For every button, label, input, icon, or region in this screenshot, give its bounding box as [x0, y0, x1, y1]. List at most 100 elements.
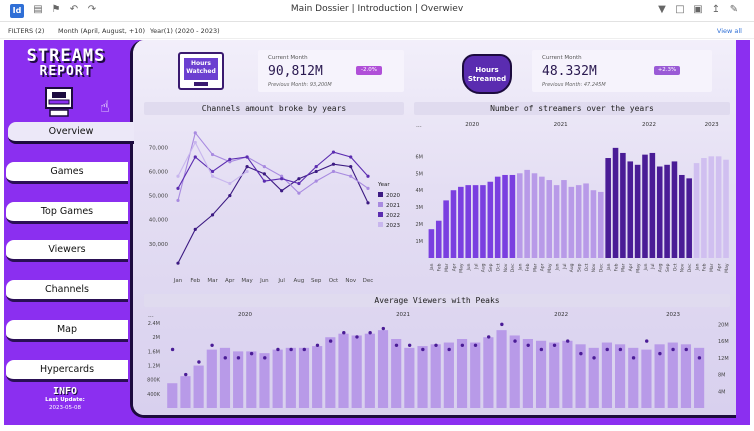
data-point [331, 162, 336, 166]
y2-tick-label: 4M [718, 389, 726, 395]
nav-viewers[interactable]: Viewers [6, 240, 128, 262]
x-tick-label: Apr [628, 263, 634, 271]
undo-icon[interactable]: ↶ [69, 4, 79, 15]
x-tick-label: Nov [345, 278, 356, 284]
year-label-2020: 2020 [465, 122, 479, 128]
avg-bar [285, 347, 296, 408]
data-point [210, 169, 215, 174]
view-all-link[interactable]: View all [716, 27, 742, 35]
bar [693, 163, 700, 258]
nav-channels[interactable]: Channels [6, 280, 128, 302]
viewers-chart-title: Average Viewers with Peaks [144, 294, 730, 307]
chapter-name[interactable]: Introduction [357, 4, 413, 14]
data-point [314, 169, 318, 174]
hours-watched-label: Hours Watched [184, 58, 218, 80]
edit-icon[interactable]: ✎ [729, 4, 739, 15]
y-tick-label: 3M [416, 205, 424, 211]
peak-point [486, 335, 491, 339]
data-point [349, 155, 353, 159]
avg-bar [601, 342, 613, 408]
nav-hypercards[interactable]: Hypercards [6, 360, 128, 382]
more-options-icon: ... [416, 122, 422, 129]
comment-icon[interactable]: □ [675, 4, 685, 15]
year-label-2022: 2022 [554, 312, 568, 318]
brand-line-1: STREAMS [26, 46, 106, 66]
dossier-name[interactable]: Main Dossier [290, 4, 349, 14]
nav-games[interactable]: Games [6, 162, 128, 184]
bar [568, 186, 575, 258]
data-point [280, 174, 284, 178]
peak-point [618, 347, 623, 352]
avg-bar [417, 346, 428, 408]
legend-entry-2020: 2020 [386, 193, 400, 199]
y2-tick-label: 12M [718, 356, 729, 362]
hours-watched-icon: Hours Watched [178, 52, 224, 90]
bookmark-icon[interactable]: ⚑ [51, 4, 61, 15]
x-tick-label: Jun [259, 278, 269, 284]
bar [472, 185, 479, 258]
nav-top-games[interactable]: Top Games [6, 202, 128, 224]
avg-bar [456, 339, 468, 408]
avg-bar [496, 330, 507, 408]
avg-bar [443, 342, 454, 408]
bar [531, 173, 538, 258]
table-of-contents-icon[interactable]: ▤ [33, 4, 43, 15]
x-tick-label: Mar [207, 278, 218, 284]
data-point [176, 261, 180, 265]
kpi-previous: Previous Month: 93,200M [268, 82, 332, 88]
peak-point [407, 343, 412, 347]
peak-point [263, 356, 267, 360]
bar [671, 161, 678, 258]
x-tick-label: Sep [311, 278, 322, 284]
bar [656, 166, 663, 258]
avg-bar [391, 339, 402, 408]
bar [679, 174, 685, 258]
bar [708, 156, 715, 258]
data-point [228, 181, 232, 186]
x-tick-label: Nov [591, 263, 597, 272]
avg-bar [667, 342, 678, 408]
logo-icon[interactable]: Id [10, 4, 24, 18]
avg-bar [312, 346, 323, 408]
peak-point [500, 322, 504, 327]
filter-month[interactable]: Month (April, August, +10) [58, 27, 146, 35]
filter-bar: FILTERS (2) Month (April, August, +10) Y… [0, 22, 754, 39]
data-point [314, 179, 318, 183]
data-point [193, 140, 197, 145]
y-tick-label: 4M [416, 188, 424, 194]
peak-point [539, 347, 544, 352]
peak-point [684, 347, 688, 352]
filters-count[interactable]: FILTERS (2) [8, 27, 45, 35]
x-tick-label: Jun [643, 263, 649, 271]
share-icon[interactable]: ↥ [711, 4, 721, 15]
data-point [228, 157, 232, 161]
x-tick-label: Mar [444, 263, 450, 272]
channels-line-chart[interactable]: 70,000 60,000 50,000 40,000 30,000 Jan Feb Mar A… [140, 118, 410, 290]
bar [494, 176, 501, 258]
peak-point [592, 356, 596, 360]
legend-swatch [378, 212, 383, 217]
nav-overview[interactable]: Overview [8, 122, 134, 144]
avg-bar [272, 349, 283, 408]
page-name[interactable]: Overwiev [420, 4, 464, 14]
avg-bar [219, 347, 231, 408]
filter-icon[interactable]: ▼ [658, 4, 666, 15]
redo-icon[interactable]: ↷ [87, 4, 97, 15]
avg-bar [575, 344, 586, 408]
filter-year[interactable]: Year(1) (2020 - 2023) [150, 27, 220, 35]
data-point [210, 152, 215, 157]
data-point [262, 165, 266, 169]
y-tick-label: 60,000 [149, 169, 169, 175]
nav-map[interactable]: Map [6, 320, 128, 342]
x-tick-label: Sep [577, 263, 583, 272]
avg-bar [509, 335, 520, 408]
peak-point [368, 331, 372, 335]
data-point [280, 189, 284, 193]
present-icon[interactable]: ▣ [693, 4, 703, 15]
viewers-bar-chart[interactable]: ... 2.4M 2M 1.6M 1.2M 800K 400K 20M 16M 12M 8M 4M 20… [140, 308, 734, 412]
y2-tick-label: 8M [718, 373, 726, 379]
data-point [210, 174, 215, 178]
y-tick-label: 800K [147, 378, 161, 384]
hours-streamed-kpi: Current Month 48.332M +2.3% Previous Mon… [532, 50, 712, 92]
